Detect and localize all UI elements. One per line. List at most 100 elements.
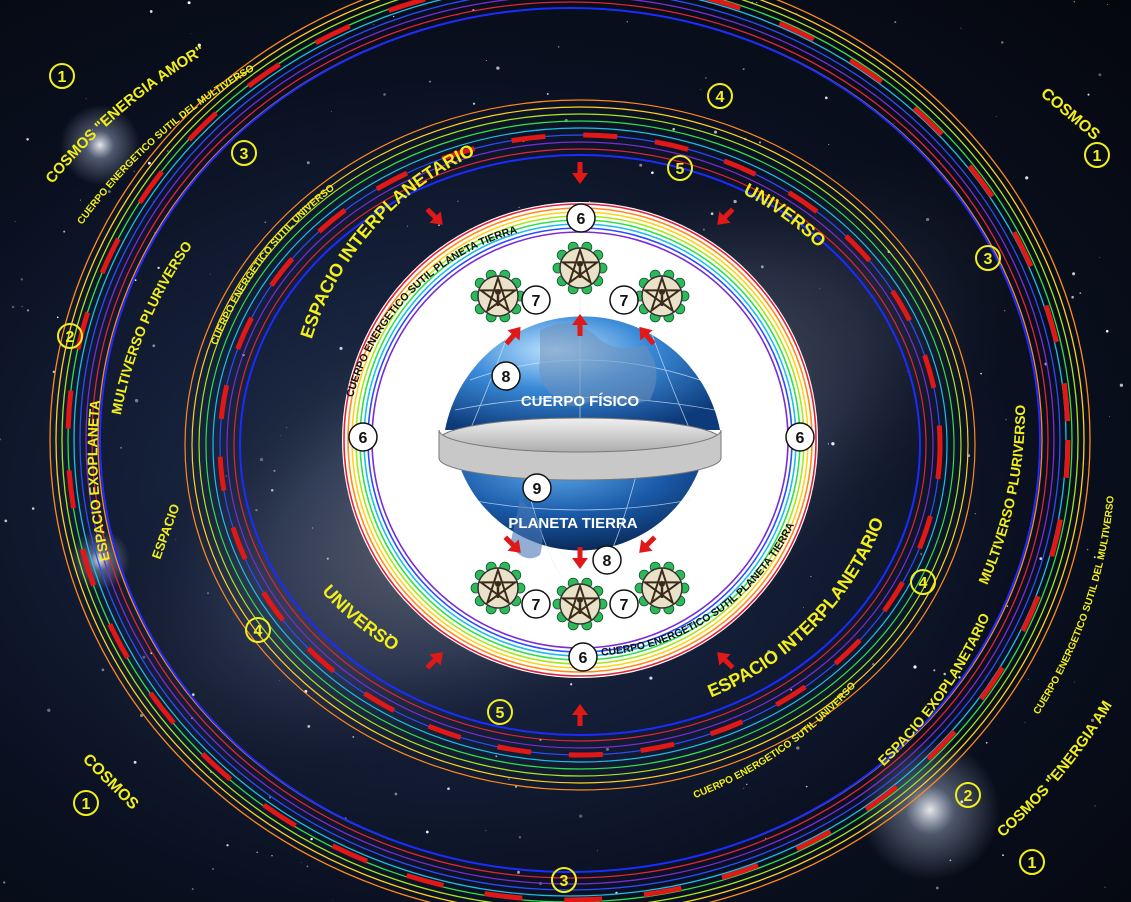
star [47, 708, 51, 712]
star [1104, 886, 1106, 888]
star [307, 724, 311, 728]
star [639, 163, 643, 167]
star [306, 865, 309, 868]
star [226, 844, 229, 847]
star [570, 683, 573, 686]
star [373, 24, 375, 26]
star [383, 93, 386, 96]
star [1039, 557, 1043, 561]
star [85, 98, 87, 100]
red-arrows [425, 162, 735, 726]
star [339, 346, 343, 350]
star [79, 199, 82, 201]
number-badge-n3: 3 [551, 867, 577, 893]
star [974, 512, 977, 515]
star [765, 837, 767, 839]
star [79, 145, 81, 147]
star [306, 161, 310, 165]
star [255, 508, 258, 512]
star [1004, 310, 1006, 312]
svg-text:3: 3 [984, 251, 993, 268]
outer-ring [67, 0, 1073, 902]
star [286, 427, 288, 429]
star [829, 840, 831, 841]
svg-text:1: 1 [1093, 148, 1102, 165]
star [425, 830, 429, 834]
star [546, 92, 549, 95]
star [210, 273, 212, 275]
number-badge-n4: 4 [910, 569, 936, 595]
star [485, 60, 487, 62]
star [14, 220, 16, 222]
red-arrow-icon [639, 535, 657, 553]
label-cuerpo-fisico: CUERPO FÍSICO [521, 393, 640, 410]
number-badge-n6: 6 [568, 642, 598, 672]
outer-ring [55, 0, 1085, 902]
star [803, 607, 804, 609]
star [1093, 556, 1096, 559]
star [191, 888, 194, 890]
star [980, 372, 982, 375]
star [312, 527, 314, 529]
svg-text:1: 1 [58, 69, 67, 86]
star [310, 837, 313, 841]
star [495, 755, 498, 758]
number-badge-n1: 1 [49, 63, 75, 89]
svg-text:7: 7 [532, 293, 541, 310]
star [758, 141, 762, 144]
number-badge-n8: 8 [491, 361, 521, 391]
middle-ring [205, 120, 955, 770]
star [1073, 0, 1076, 3]
label-pluriverso-l: MULTIVERSO PLURIVERSO [108, 238, 195, 416]
number-badge-n6: 6 [566, 203, 596, 233]
outer-ring [91, 1, 1049, 879]
star [1084, 463, 1086, 465]
star [264, 221, 267, 224]
number-badge-n6: 6 [785, 422, 815, 452]
star [225, 475, 228, 477]
red-arrow-icon [717, 207, 735, 225]
star [273, 469, 276, 472]
star [819, 288, 821, 289]
number-badge-n4: 4 [245, 617, 271, 643]
star [1106, 4, 1108, 6]
red-arrow-icon [572, 547, 588, 569]
star [31, 507, 35, 510]
star [985, 741, 988, 744]
star [626, 20, 628, 23]
star [148, 161, 151, 165]
star [943, 672, 946, 676]
star [1072, 272, 1076, 276]
star [311, 317, 314, 319]
star [518, 206, 520, 209]
star [86, 794, 88, 796]
star [187, 1, 191, 5]
star [197, 43, 201, 47]
star [1086, 548, 1089, 551]
star [326, 557, 329, 560]
star [704, 77, 707, 79]
star [4, 519, 8, 523]
svg-text:4: 4 [716, 89, 725, 106]
pentagram-flower-icon [470, 561, 526, 615]
star [1079, 292, 1082, 295]
star [406, 225, 409, 227]
star [913, 665, 917, 669]
star [191, 693, 195, 696]
svg-text:2: 2 [66, 329, 75, 346]
svg-text:3: 3 [240, 146, 249, 163]
star [1010, 512, 1012, 514]
red-arrow-icon [572, 162, 588, 184]
star [810, 575, 812, 578]
pentagram-flower-icon [634, 269, 690, 323]
star [1105, 329, 1109, 333]
middle-ring [191, 106, 969, 784]
svg-text:6: 6 [359, 430, 368, 447]
middle-ring [198, 113, 962, 777]
star [1109, 416, 1110, 418]
number-badge-n1: 1 [1019, 849, 1045, 875]
star [760, 265, 764, 269]
star [485, 829, 487, 831]
star [1094, 805, 1096, 807]
